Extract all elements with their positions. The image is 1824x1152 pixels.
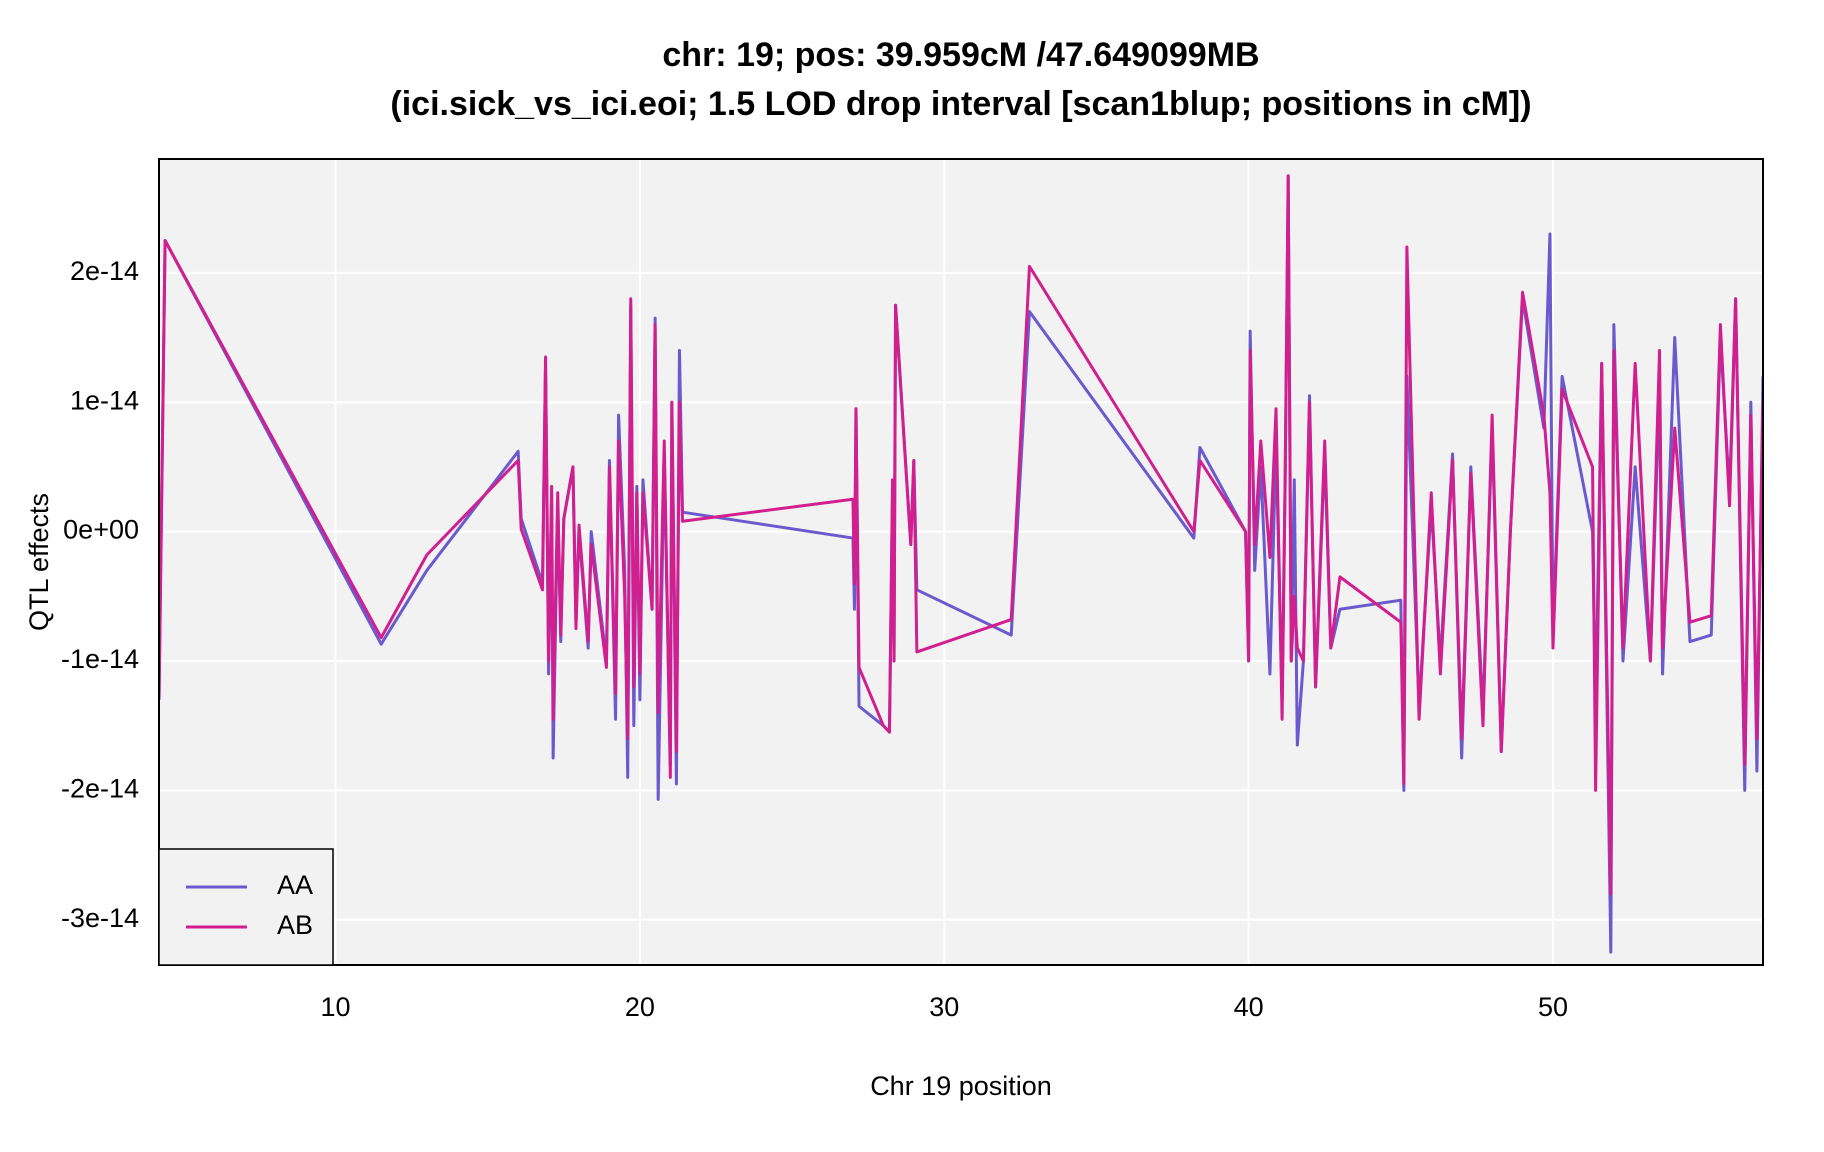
y-axis-label: QTL effects	[24, 493, 54, 631]
legend-label: AA	[277, 870, 313, 900]
legend-label: AB	[277, 910, 313, 940]
chart-subtitle: (ici.sick_vs_ici.eoi; 1.5 LOD drop inter…	[390, 85, 1531, 123]
x-tick-label: 50	[1538, 992, 1568, 1022]
y-tick-label: -1e-14	[61, 644, 139, 674]
series-line	[159, 174, 1763, 896]
chart-title: chr: 19; pos: 39.959cM /47.649099MB	[662, 36, 1259, 74]
x-tick-label: 40	[1234, 992, 1264, 1022]
plot-background	[159, 159, 1763, 965]
plot-frame	[158, 158, 1764, 966]
x-tick-label: 10	[321, 992, 351, 1022]
y-tick-label: 2e-14	[70, 256, 139, 286]
y-tick-label: 1e-14	[70, 385, 139, 415]
y-tick-label: -3e-14	[61, 903, 139, 933]
x-tick-label: 20	[625, 992, 655, 1022]
x-tick-label: 30	[929, 992, 959, 1022]
y-tick-label: -2e-14	[61, 773, 139, 803]
legend-box	[158, 848, 334, 966]
y-tick-label: 0e+00	[63, 515, 139, 545]
plot-lines	[159, 174, 1763, 954]
x-axis-label: Chr 19 position	[870, 1071, 1052, 1101]
